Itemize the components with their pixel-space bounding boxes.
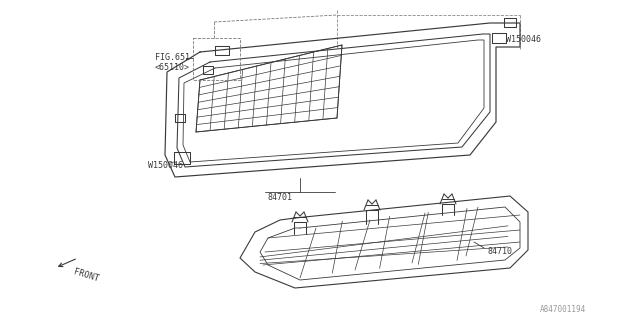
Text: FRONT: FRONT <box>72 267 100 283</box>
Text: 84701: 84701 <box>268 194 293 203</box>
Text: FIG.651: FIG.651 <box>155 53 190 62</box>
Text: <65110>: <65110> <box>155 63 190 73</box>
Text: 84710: 84710 <box>488 247 513 257</box>
Text: W150046: W150046 <box>506 36 541 44</box>
Text: A847001194: A847001194 <box>540 306 586 315</box>
Text: W150046: W150046 <box>148 162 183 171</box>
